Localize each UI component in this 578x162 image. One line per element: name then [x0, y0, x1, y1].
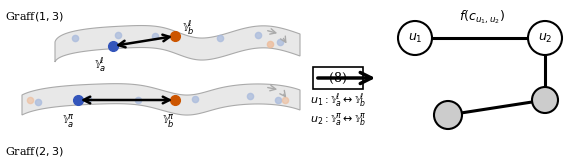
Text: Graff$(1,3)$: Graff$(1,3)$ — [5, 10, 64, 23]
Text: Graff$(2,3)$: Graff$(2,3)$ — [5, 145, 64, 158]
Text: $u_1$: $u_1$ — [407, 31, 423, 45]
Text: $\mathbb{Y}_a^\pi$: $\mathbb{Y}_a^\pi$ — [62, 112, 75, 129]
FancyBboxPatch shape — [313, 67, 363, 89]
Polygon shape — [22, 84, 300, 115]
Polygon shape — [55, 26, 300, 62]
Text: $f(c_{u_1,u_2})$: $f(c_{u_1,u_2})$ — [459, 8, 505, 26]
Circle shape — [398, 21, 432, 55]
Text: $u_2$: $u_2$ — [538, 31, 552, 45]
Text: $u_1 : \mathbb{Y}_a^\ell \leftrightarrow \mathbb{Y}_b^\ell$: $u_1 : \mathbb{Y}_a^\ell \leftrightarrow… — [310, 91, 366, 109]
Text: (8): (8) — [329, 71, 347, 85]
Circle shape — [434, 101, 462, 129]
Text: $\mathbb{Y}_b^\pi$: $\mathbb{Y}_b^\pi$ — [162, 112, 175, 130]
Circle shape — [532, 87, 558, 113]
Circle shape — [528, 21, 562, 55]
Text: $\mathbb{Y}_b^\ell$: $\mathbb{Y}_b^\ell$ — [182, 19, 194, 37]
Text: $u_2 : \mathbb{Y}_a^\pi \leftrightarrow \mathbb{Y}_b^\pi$: $u_2 : \mathbb{Y}_a^\pi \leftrightarrow … — [310, 111, 366, 128]
Text: $\mathbb{Y}_a^\ell$: $\mathbb{Y}_a^\ell$ — [94, 55, 106, 74]
